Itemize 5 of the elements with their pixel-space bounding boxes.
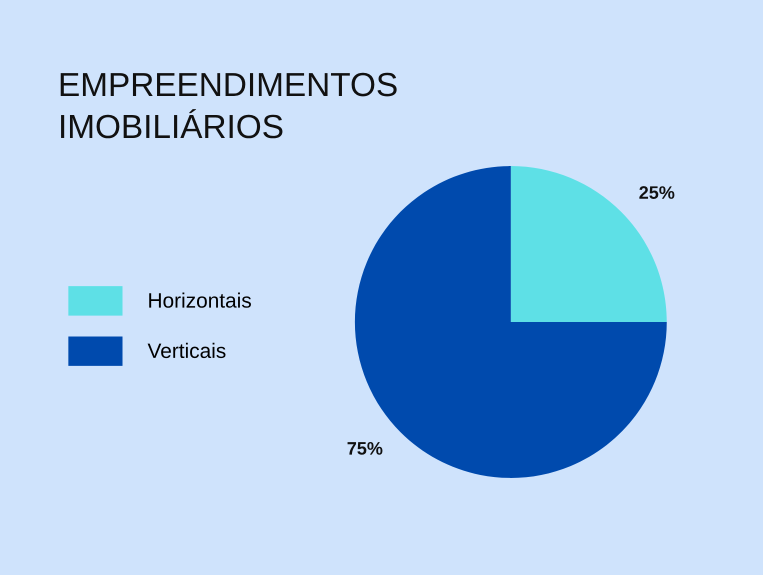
legend-label: Horizontais <box>149 292 251 308</box>
chart-title: EMPREENDIMENTOS IMOBILIÁRIOS <box>60 72 397 138</box>
data-label: 75% <box>348 442 382 455</box>
legend-label: Verticais <box>148 342 226 358</box>
data-label: 25% <box>639 186 674 199</box>
